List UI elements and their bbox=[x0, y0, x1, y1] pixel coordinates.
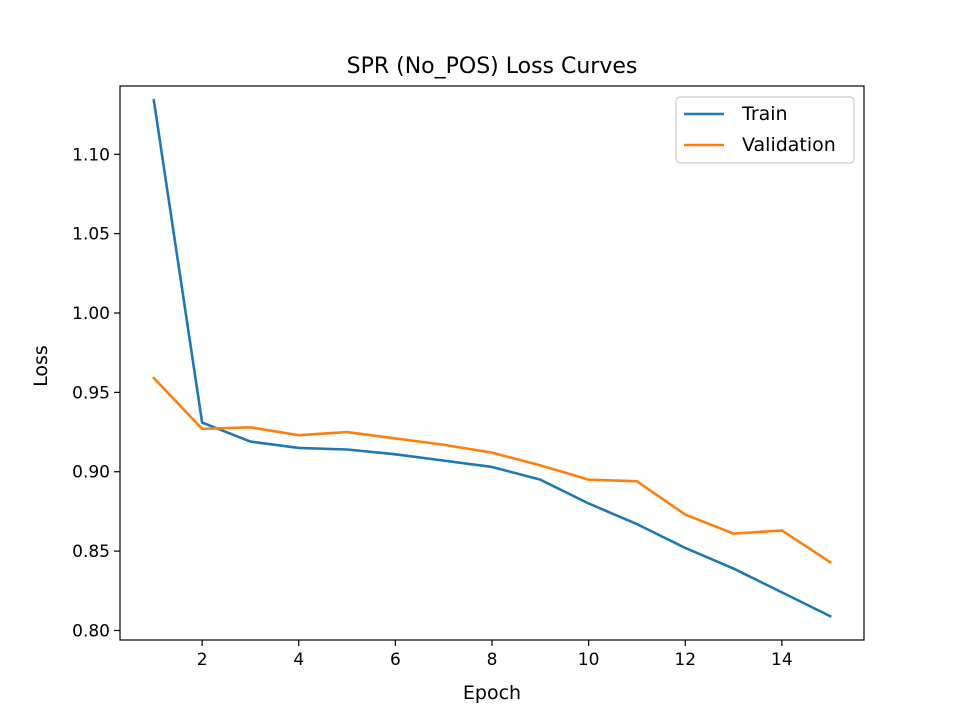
x-tick-label: 14 bbox=[771, 650, 793, 670]
y-tick-label: 1.10 bbox=[72, 145, 110, 165]
series-line-validation bbox=[151, 376, 832, 565]
y-tick-label: 0.80 bbox=[72, 621, 110, 641]
legend-label-train: Train bbox=[741, 103, 788, 125]
y-tick-label: 0.95 bbox=[72, 383, 110, 403]
x-tick-label: 8 bbox=[487, 650, 498, 670]
plot-area bbox=[151, 98, 832, 618]
legend-label-validation: Validation bbox=[742, 134, 836, 156]
y-tick-label: 0.90 bbox=[72, 463, 110, 483]
plot-frame bbox=[119, 85, 865, 641]
y-tick-label: 1.00 bbox=[72, 304, 110, 324]
series-line-train bbox=[152, 98, 832, 618]
x-axis: 2 4 6 8 10 12 14 bbox=[197, 640, 793, 670]
x-axis-label: Epoch bbox=[463, 682, 521, 704]
y-axis-label: Loss bbox=[30, 345, 52, 387]
x-tick-label: 6 bbox=[390, 650, 401, 670]
x-tick-label: 4 bbox=[293, 650, 304, 670]
y-tick-label: 1.05 bbox=[72, 225, 110, 245]
chart-title: SPR (No_POS) Loss Curves bbox=[347, 54, 638, 79]
legend: Train Validation bbox=[675, 96, 855, 164]
x-tick-label: 10 bbox=[578, 650, 600, 670]
x-tick-label: 12 bbox=[674, 650, 696, 670]
y-axis: 0.80 0.85 0.90 0.95 1.00 1.05 1.10 bbox=[72, 145, 120, 641]
x-tick-label: 2 bbox=[197, 650, 208, 670]
y-tick-label: 0.85 bbox=[72, 542, 110, 562]
